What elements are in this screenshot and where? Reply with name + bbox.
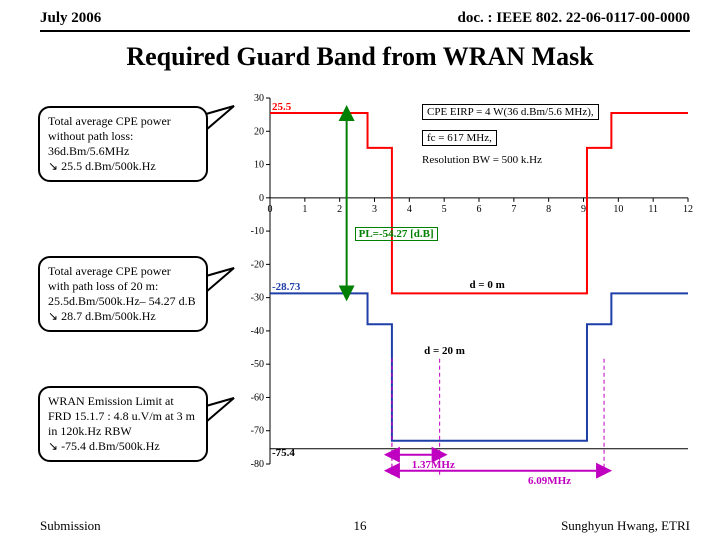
svg-text:10: 10 <box>613 204 623 215</box>
callout-text: Total average CPE power <box>48 114 198 129</box>
annot-y-mid: -28.73 <box>272 281 300 293</box>
callout-with-pathloss: Total average CPE power with path loss o… <box>38 256 208 332</box>
svg-text:5: 5 <box>442 204 447 215</box>
page-title: Required Guard Band from WRAN Mask <box>0 42 720 72</box>
callout-no-pathloss: Total average CPE power without path los… <box>38 106 208 182</box>
annot-guard-2: 6.09MHz <box>528 475 571 487</box>
callout-result: 25.5 d.Bm/500k.Hz <box>48 159 198 174</box>
svg-text:2: 2 <box>337 204 342 215</box>
svg-text:9: 9 <box>581 204 586 215</box>
callout-pointer-icon <box>206 268 246 303</box>
callout-emission-limit: WRAN Emission Limit at FRD 15.1.7 : 4.8 … <box>38 386 208 462</box>
annot-eirp: CPE EIRP = 4 W(36 d.Bm/5.6 MHz), <box>422 104 599 120</box>
svg-text:1: 1 <box>302 204 307 215</box>
footer-author: Sunghyun Hwang, ETRI <box>561 518 690 534</box>
svg-text:-10: -10 <box>251 226 264 237</box>
header-rule <box>40 30 690 32</box>
svg-text:3: 3 <box>372 204 377 215</box>
callout-pointer-icon <box>206 106 246 141</box>
svg-text:-60: -60 <box>251 392 264 403</box>
svg-text:4: 4 <box>407 204 412 215</box>
svg-text:8: 8 <box>546 204 551 215</box>
svg-text:12: 12 <box>683 204 693 215</box>
svg-text:11: 11 <box>648 204 658 215</box>
annot-fc: fc = 617 MHz, <box>422 130 497 146</box>
header-date: July 2006 <box>40 10 101 27</box>
svg-text:-20: -20 <box>251 259 264 270</box>
annot-rbw: Resolution BW = 500 k.Hz <box>422 154 542 166</box>
annot-y-top: 25.5 <box>272 101 291 113</box>
callout-text: 36d.Bm/5.6MHz <box>48 144 198 159</box>
callout-text: FRD 15.1.7 : 4.8 u.V/m at 3 m <box>48 409 198 424</box>
svg-text:-40: -40 <box>251 326 264 337</box>
annot-guard-1: 1.37MHz <box>412 459 455 471</box>
svg-text:-80: -80 <box>251 459 264 470</box>
guard-band-chart: 0123456789101112-80-70-60-50-40-30-20-10… <box>226 88 696 488</box>
svg-text:10: 10 <box>254 160 264 171</box>
callout-text: in 120k.Hz RBW <box>48 424 198 439</box>
svg-text:-70: -70 <box>251 426 264 437</box>
svg-text:6: 6 <box>477 204 482 215</box>
svg-text:20: 20 <box>254 126 264 137</box>
annot-d20: d = 20 m <box>424 345 465 357</box>
svg-text:7: 7 <box>511 204 516 215</box>
callout-text: 25.5d.Bm/500k.Hz– 54.27 d.B <box>48 294 198 309</box>
callout-text: WRAN Emission Limit at <box>48 394 198 409</box>
annot-d0: d = 0 m <box>469 279 504 291</box>
svg-text:30: 30 <box>254 93 264 104</box>
callout-text: Total average CPE power <box>48 264 198 279</box>
callout-text: with path loss of 20 m: <box>48 279 198 294</box>
annot-y-bot: -75.4 <box>272 447 295 459</box>
svg-text:-30: -30 <box>251 293 264 304</box>
svg-text:0: 0 <box>259 193 264 204</box>
svg-text:-50: -50 <box>251 359 264 370</box>
annot-pl: PL=-54.27 [d.B] <box>355 227 438 241</box>
callout-text: without path loss: <box>48 129 198 144</box>
callout-result: -75.4 d.Bm/500k.Hz <box>48 439 198 454</box>
header-docnum: doc. : IEEE 802. 22-06-0117-00-0000 <box>458 10 691 27</box>
svg-text:0: 0 <box>268 204 273 215</box>
callout-pointer-icon <box>206 398 246 433</box>
callout-result: 28.7 d.Bm/500k.Hz <box>48 309 198 324</box>
